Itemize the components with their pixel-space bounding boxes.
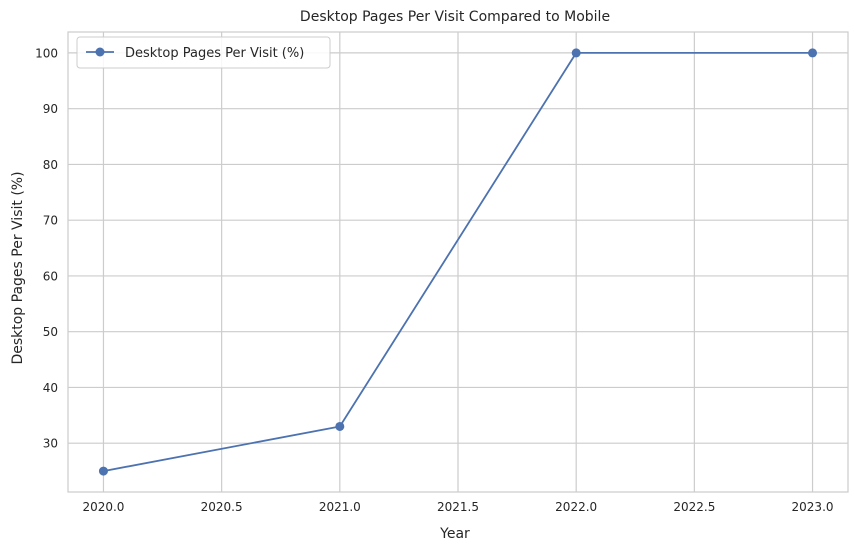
x-tick-label: 2020.0 bbox=[82, 500, 124, 514]
y-tick-label: 40 bbox=[43, 381, 58, 395]
y-axis-label: Desktop Pages Per Visit (%) bbox=[10, 171, 26, 364]
legend-box bbox=[76, 36, 331, 69]
x-tick-label: 2020.5 bbox=[201, 500, 243, 514]
x-tick-label: 2021.0 bbox=[319, 500, 361, 514]
legend-marker-swatch bbox=[95, 47, 105, 57]
x-tick-label: 2022.0 bbox=[555, 500, 597, 514]
data-point bbox=[98, 466, 108, 476]
legend-label: Desktop Pages Per Visit (%) bbox=[125, 46, 304, 61]
tick-labels: 2020.0 2020.5 2021.0 2021.5 2022.0 2022.5 2023… bbox=[35, 46, 833, 514]
plot-frame bbox=[67, 31, 849, 493]
y-tick-label: 70 bbox=[43, 214, 58, 228]
x-axis-label: Year bbox=[439, 526, 470, 542]
data-point bbox=[808, 48, 818, 58]
grid bbox=[68, 32, 848, 492]
y-tick-label: 80 bbox=[43, 158, 58, 172]
x-tick-label: 2023.0 bbox=[792, 500, 834, 514]
series-layer bbox=[98, 48, 818, 476]
y-tick-label: 100 bbox=[35, 46, 58, 60]
x-tick-label: 2021.5 bbox=[437, 500, 479, 514]
x-tick-label: 2022.5 bbox=[673, 500, 715, 514]
series-line bbox=[102, 52, 814, 472]
y-tick-label: 50 bbox=[43, 325, 58, 339]
data-point bbox=[571, 48, 581, 58]
y-tick-label: 90 bbox=[43, 102, 58, 116]
legend: Desktop Pages Per Visit (%) bbox=[76, 36, 331, 69]
chart-title: Desktop Pages Per Visit Compared to Mobi… bbox=[300, 9, 610, 25]
y-tick-label: 30 bbox=[43, 437, 58, 451]
y-tick-label: 60 bbox=[43, 269, 58, 283]
data-point bbox=[335, 421, 345, 431]
